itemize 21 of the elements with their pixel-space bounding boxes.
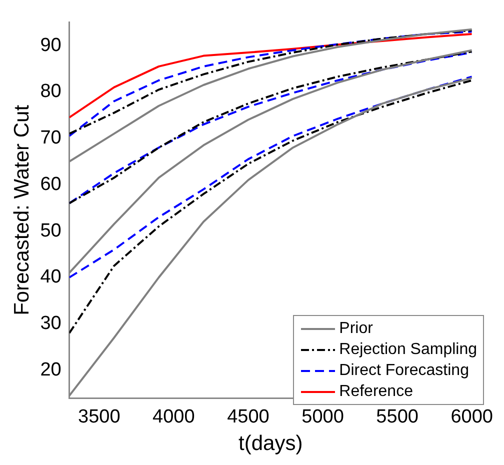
x-tick-label: 5500 [376, 406, 418, 428]
y-tick-label: 40 [40, 266, 62, 288]
y-tick-label: 70 [40, 128, 62, 149]
line-series [69, 79, 472, 334]
y-tick-label: 30 [40, 313, 62, 334]
y-tick-label: 80 [40, 81, 62, 102]
y-tick-label: 50 [40, 220, 62, 242]
x-tick-label: 5000 [302, 406, 344, 428]
y-tick-label: 90 [40, 34, 62, 56]
y-tick-label: 60 [40, 174, 62, 195]
x-tick-label: 4500 [227, 406, 270, 428]
y-axis-title: Forecasted: Water Cut [10, 104, 34, 316]
legend-label: Direct Forecasting [339, 361, 469, 381]
legend-label: Prior [339, 319, 373, 339]
x-tick-label: 6000 [450, 406, 494, 428]
y-tick-label: 20 [40, 359, 62, 380]
x-tick-label: 4000 [152, 406, 195, 428]
x-axis-title: t(days) [238, 432, 303, 456]
legend-label: Rejection Sampling [339, 340, 477, 360]
legend-label: Reference [339, 382, 413, 402]
x-tick-label: 3500 [78, 406, 120, 428]
